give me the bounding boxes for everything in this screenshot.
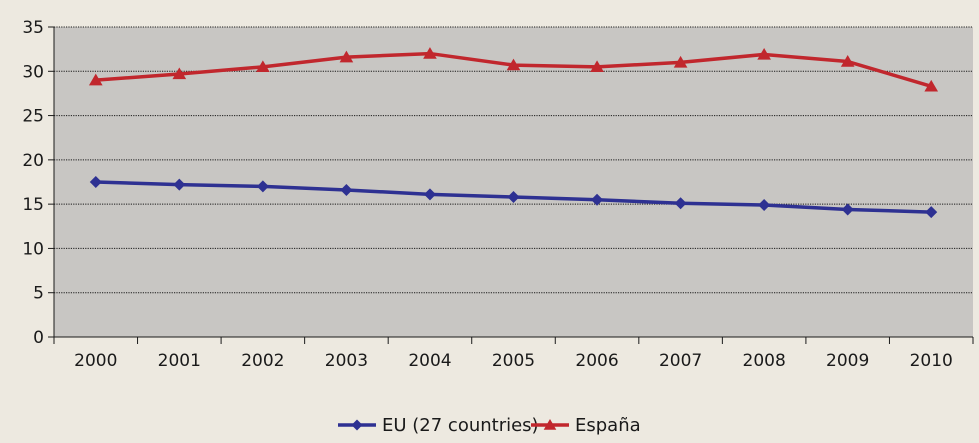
data-point <box>339 50 354 63</box>
y-tick-label: 30 <box>22 62 44 82</box>
data-point <box>173 178 186 191</box>
y-tick-label: 15 <box>22 195 44 215</box>
y-tick-label: 20 <box>22 151 44 171</box>
x-tick-label: 2009 <box>826 351 869 371</box>
legend-item: EU (27 countries) <box>338 415 539 436</box>
data-point <box>256 180 269 193</box>
legend-label: EU (27 countries) <box>382 415 539 436</box>
data-point <box>423 188 436 201</box>
x-tick-label: 2005 <box>492 351 535 371</box>
data-point <box>757 47 771 60</box>
legend: EU (27 countries) España <box>338 415 641 436</box>
series-0 <box>89 176 938 219</box>
data-point <box>673 55 688 68</box>
plot-area <box>54 27 973 337</box>
data-point <box>841 203 854 216</box>
data-point <box>340 183 353 196</box>
data-point <box>256 60 270 73</box>
legend-item: España <box>531 415 641 436</box>
x-tick-label: 2003 <box>325 351 368 371</box>
y-tick-label: 5 <box>33 284 44 304</box>
x-tick-label: 2004 <box>408 351 451 371</box>
series-1 <box>88 47 939 92</box>
data-point <box>591 193 604 206</box>
data-point <box>674 197 687 210</box>
y-tick-label: 35 <box>22 18 44 38</box>
x-tick-label: 2006 <box>575 351 618 371</box>
data-point <box>89 176 102 188</box>
axes: 0 5 10 15 20 25 30 35 2000 2001 2002 2003 2004 2005 20… <box>22 18 974 371</box>
data-point <box>924 79 939 92</box>
x-tick-label: 2008 <box>743 351 786 371</box>
legend-label: España <box>575 415 641 436</box>
data-point <box>758 199 771 212</box>
x-tick-label: 2001 <box>158 351 201 371</box>
gridlines <box>54 26 973 294</box>
data-point <box>423 47 437 59</box>
data-point <box>172 67 187 80</box>
x-tick-label: 2002 <box>241 351 284 371</box>
data-point <box>506 58 521 71</box>
y-tick-label: 0 <box>33 328 44 348</box>
legend-marker <box>543 419 557 430</box>
x-tick-label: 2000 <box>74 351 117 371</box>
y-tick-label: 10 <box>22 239 44 259</box>
data-point <box>88 73 103 86</box>
x-tick-label: 2007 <box>659 351 702 371</box>
legend-marker <box>351 419 363 431</box>
data-point <box>590 60 604 73</box>
data-point <box>840 55 855 67</box>
series-lines <box>88 47 939 219</box>
y-tick-label: 25 <box>22 107 44 127</box>
data-point <box>925 206 938 219</box>
data-point <box>507 191 520 204</box>
x-tick-label: 2010 <box>910 351 953 371</box>
